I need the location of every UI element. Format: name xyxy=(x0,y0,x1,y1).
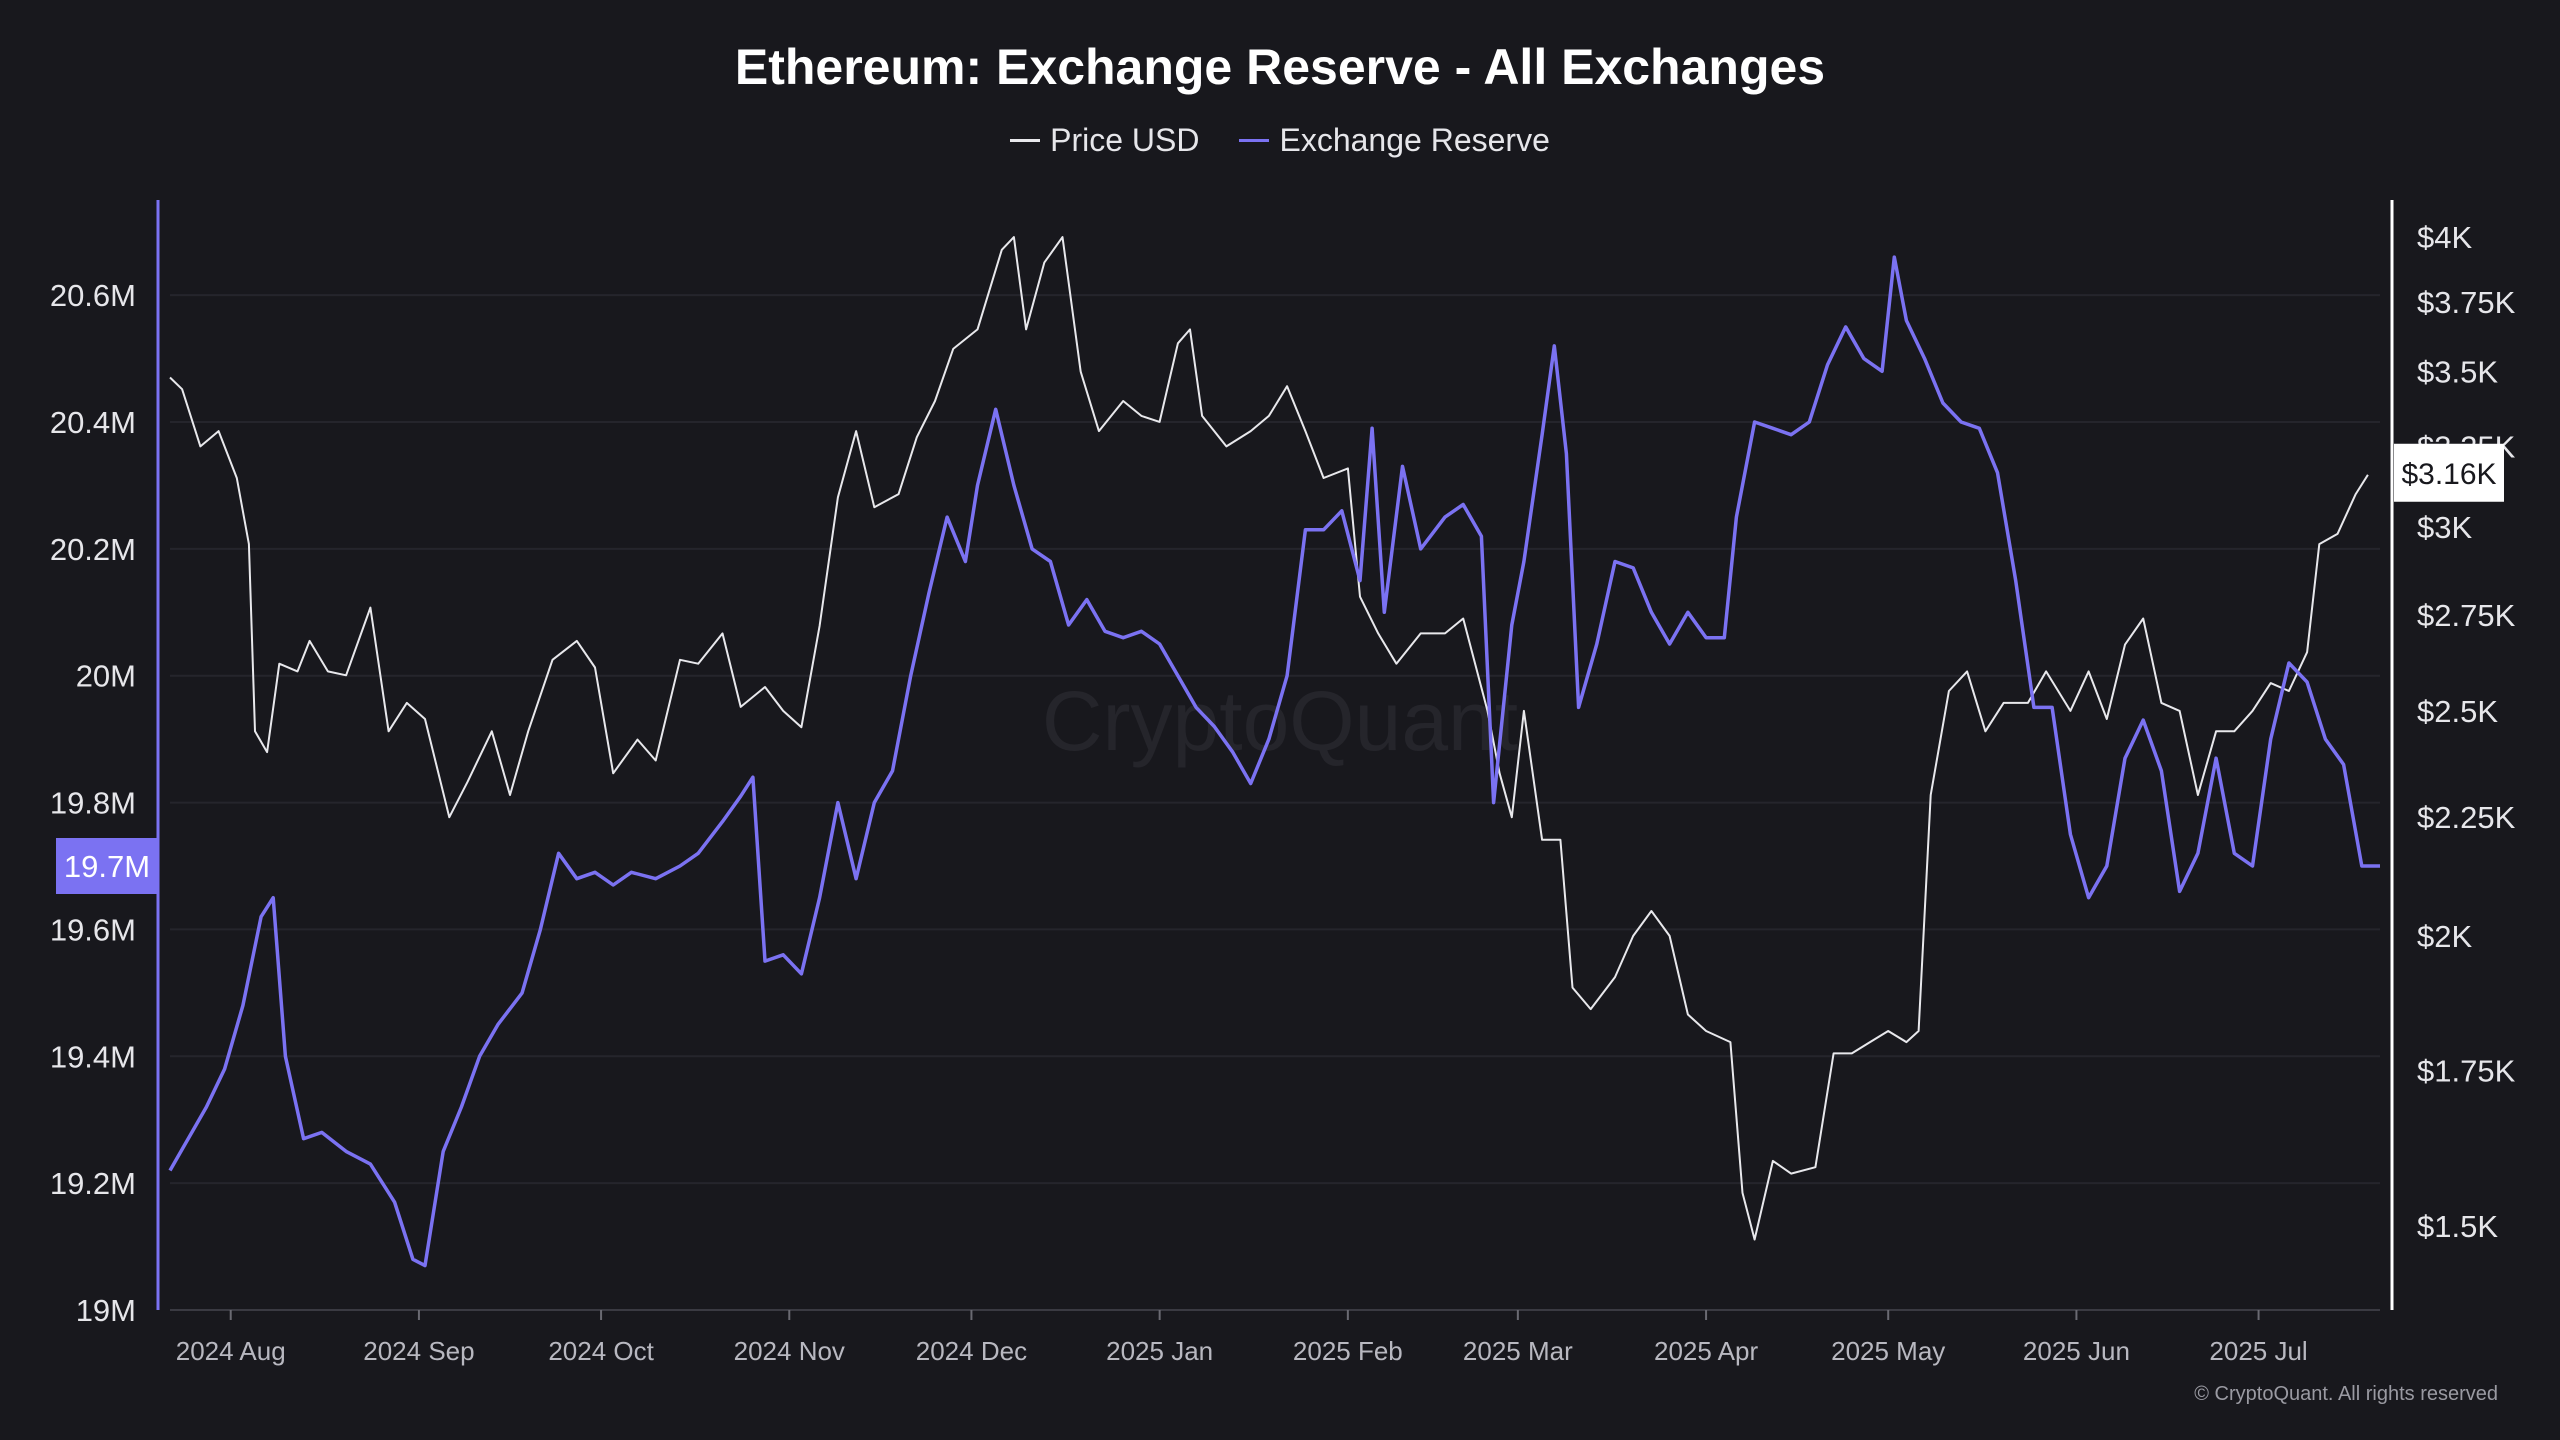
labels-layer: 19.7M $3.16K xyxy=(56,443,2504,894)
watermark: CryptoQuant xyxy=(1042,674,1518,768)
y-right-tick-label: $1.5K xyxy=(2417,1209,2498,1244)
copyright-notice: © CryptoQuant. All rights reserved xyxy=(2194,1383,2498,1405)
x-tick-label: 2024 Aug xyxy=(176,1336,286,1366)
x-tick-label: 2025 May xyxy=(1831,1336,1945,1366)
y-right-tick-label: $2.75K xyxy=(2417,598,2516,633)
y-right-tick-label: $2.5K xyxy=(2417,694,2498,729)
y-right-tick-label: $2K xyxy=(2417,919,2472,954)
y-right-tick-label: $1.75K xyxy=(2417,1054,2516,1089)
series-line-exchange-reserve xyxy=(168,255,2380,1268)
y-right-tick-label: $3K xyxy=(2417,510,2472,545)
y-left-tick-label: 20.2M xyxy=(50,532,136,567)
chart-legend: Price USD Exchange Reserve xyxy=(0,122,2560,159)
y-right-tick-label: $3.5K xyxy=(2417,355,2498,390)
grid-layer xyxy=(170,294,2380,1311)
legend-label-reserve: Exchange Reserve xyxy=(1279,122,1550,158)
y-right-tick-label: $2.25K xyxy=(2417,800,2516,835)
y-right-tick-label: $4K xyxy=(2417,220,2472,255)
current-price-label-bg xyxy=(2394,443,2504,502)
x-tick-label: 2025 Apr xyxy=(1654,1336,1758,1366)
y-left-tick-label: 19.6M xyxy=(50,912,136,947)
y-left-tick-label: 20.6M xyxy=(50,278,136,313)
y-left-tick-label: 20.4M xyxy=(50,405,136,440)
x-tick-label: 2024 Dec xyxy=(916,1336,1027,1366)
series-line-price xyxy=(169,236,2369,1241)
y-left-tick-label: 19.4M xyxy=(50,1039,136,1074)
chart-title: Ethereum: Exchange Reserve - All Exchang… xyxy=(734,39,1826,95)
x-tick-label: 2025 Jul xyxy=(2209,1336,2307,1366)
x-tick-label: 2025 Mar xyxy=(1463,1336,1573,1366)
x-tick-label: 2024 Nov xyxy=(734,1336,845,1366)
x-tick-label: 2025 Jun xyxy=(2023,1336,2130,1366)
legend-item-price[interactable]: Price USD xyxy=(1010,122,1199,159)
axes-layer: 19M 19.2M 19.4M 19.6M 19.8M 20M 20.2M 20.4M 20.6… xyxy=(50,200,2516,1366)
legend-swatch-price xyxy=(1010,139,1041,142)
y-left-tick-label: 19.8M xyxy=(50,786,136,821)
current-reserve-label-bg xyxy=(56,838,158,894)
current-price-label: $3.16K xyxy=(2401,458,2496,491)
series-layer xyxy=(168,236,2380,1268)
x-tick-label: 2025 Jan xyxy=(1106,1336,1213,1366)
x-tick-label: 2025 Feb xyxy=(1293,1336,1403,1366)
y-left-tick-label: 19.2M xyxy=(50,1166,136,1201)
x-tick-label: 2024 Sep xyxy=(363,1336,474,1366)
legend-label-price: Price USD xyxy=(1050,122,1200,158)
y-right-tick-label: $3.75K xyxy=(2417,285,2516,320)
y-left-tick-label: 19M xyxy=(76,1293,136,1328)
legend-item-reserve[interactable]: Exchange Reserve xyxy=(1239,122,1550,159)
x-tick-label: 2024 Oct xyxy=(548,1336,654,1366)
current-reserve-label: 19.7M xyxy=(64,849,150,884)
y-left-tick-label: 20M xyxy=(76,659,136,694)
legend-swatch-reserve xyxy=(1239,139,1270,142)
